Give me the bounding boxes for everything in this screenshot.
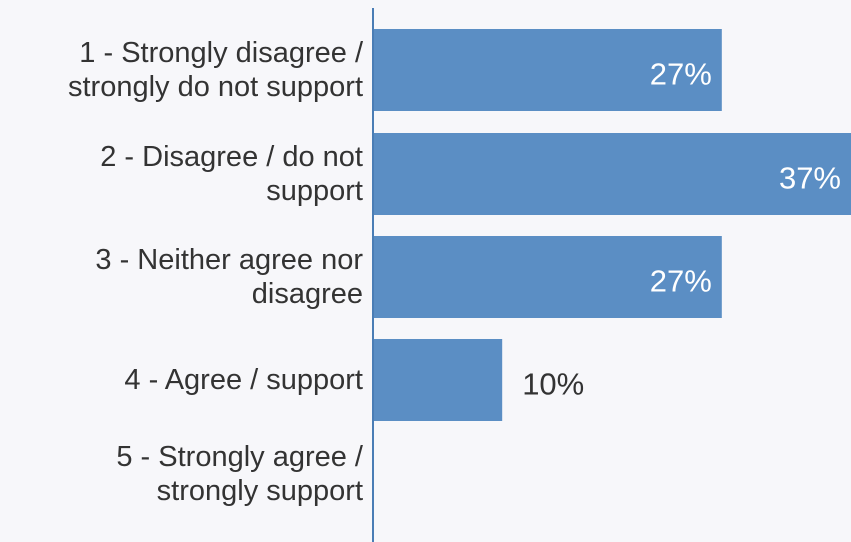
- bar-3: [373, 236, 722, 318]
- category-label-1: 1 - Strongly disagree /strongly do not s…: [68, 37, 364, 103]
- value-label-3: 27%: [650, 264, 712, 299]
- bars-layer: [373, 29, 851, 421]
- bar-1: [373, 29, 722, 111]
- bar-4: [373, 339, 503, 421]
- value-labels-layer: 27% 37% 27% 10%: [522, 57, 841, 402]
- category-label-3-line-1: 3 - Neither agree nor: [95, 244, 363, 276]
- category-label-5-line-2: strongly support: [157, 475, 363, 507]
- category-label-1-line-1: 1 - Strongly disagree /: [79, 37, 364, 69]
- value-label-1: 27%: [650, 57, 712, 92]
- category-label-4: 4 - Agree / support: [124, 364, 363, 396]
- value-label-2: 37%: [779, 161, 841, 196]
- category-label-5: 5 - Strongly agree /strongly support: [116, 441, 364, 507]
- category-labels-layer: 1 - Strongly disagree /strongly do not s…: [68, 37, 364, 507]
- category-label-2-line-2: support: [266, 175, 363, 207]
- value-label-4: 10%: [522, 367, 584, 402]
- category-label-5-line-1: 5 - Strongly agree /: [116, 441, 364, 473]
- category-label-2-line-1: 2 - Disagree / do not: [100, 141, 363, 173]
- category-label-4-line-1: 4 - Agree / support: [124, 364, 363, 396]
- category-label-3-line-2: disagree: [252, 278, 363, 310]
- category-label-1-line-2: strongly do not support: [68, 71, 363, 103]
- bar-2: [373, 133, 851, 215]
